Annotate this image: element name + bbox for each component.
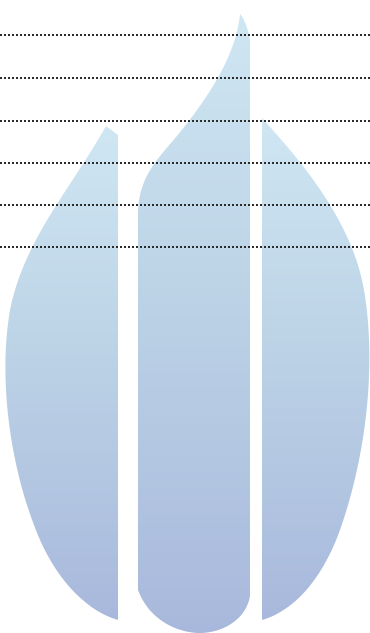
flame-center-petal [138,14,250,633]
flame-left-petal [5,126,119,620]
dotted-line-5 [0,204,370,206]
dotted-line-1 [0,34,370,36]
dotted-line-3 [0,120,370,122]
dotted-line-2 [0,77,370,79]
dotted-line-6 [0,246,370,248]
dotted-line-4 [0,162,370,164]
flame-right-petal [262,118,370,620]
